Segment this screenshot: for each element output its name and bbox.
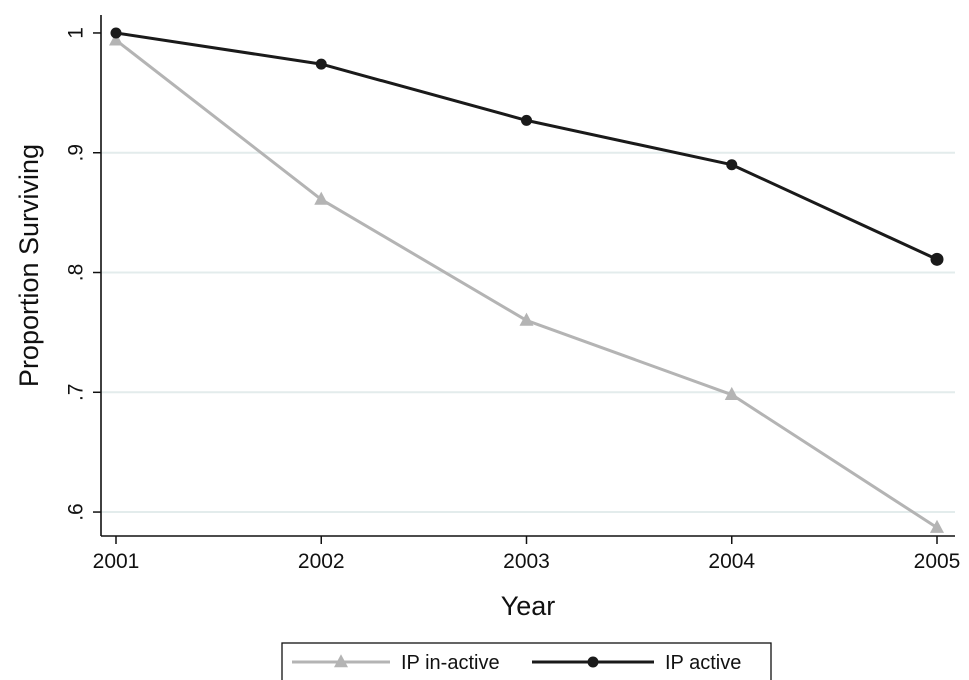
data-point-circle xyxy=(521,114,532,126)
x-tick-label: 2005 xyxy=(914,550,961,573)
x-tick-label: 2004 xyxy=(708,550,755,573)
data-point-triangle xyxy=(930,519,944,533)
series-line xyxy=(115,38,938,529)
y-tick-label: .8 xyxy=(65,264,88,282)
data-point-triangle xyxy=(519,312,534,326)
x-tick-label: 2001 xyxy=(93,550,140,573)
y-axis-ticks: .6 .7 .8 .9 1 xyxy=(65,27,101,521)
series-line xyxy=(115,31,938,261)
y-tick-label: .7 xyxy=(65,384,88,402)
x-axis-title: Year xyxy=(501,591,556,621)
series xyxy=(109,27,944,533)
gridlines xyxy=(101,151,955,514)
legend-label-ip-inactive: IP in-active xyxy=(401,652,500,674)
y-tick-label: 1 xyxy=(65,27,88,39)
legend-label-ip-active: IP active xyxy=(665,652,741,674)
series-ip-inactive xyxy=(109,32,944,533)
x-axis-ticks: 2001 2002 2003 2004 2005 xyxy=(93,536,961,573)
x-tick-label: 2003 xyxy=(503,550,550,573)
legend: IP in-active IP active xyxy=(281,642,772,680)
legend-swatch-triangle-icon xyxy=(334,654,348,668)
data-point-triangle xyxy=(109,32,123,46)
data-point-circle xyxy=(110,27,122,39)
axes xyxy=(100,15,955,537)
x-tick-label: 2002 xyxy=(298,550,345,573)
data-point-triangle xyxy=(724,386,739,400)
data-point-circle xyxy=(930,252,944,266)
legend-swatch-circle-icon xyxy=(587,656,599,668)
data-point-triangle xyxy=(314,191,329,205)
series-ip-active xyxy=(110,27,944,266)
y-axis-title: Proportion Surviving xyxy=(14,144,44,387)
y-tick-label: .9 xyxy=(65,144,88,162)
y-tick-label: .6 xyxy=(65,503,88,521)
data-point-circle xyxy=(315,58,327,70)
data-point-circle xyxy=(726,159,738,171)
